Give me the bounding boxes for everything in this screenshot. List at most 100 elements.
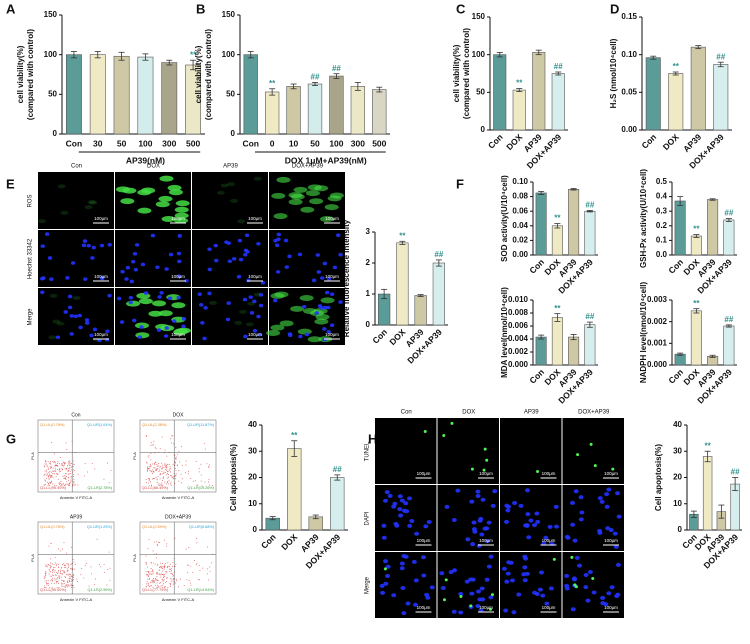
event-dot xyxy=(152,570,154,572)
cell xyxy=(532,523,538,528)
cell xyxy=(256,314,261,319)
cell xyxy=(464,579,470,584)
cell xyxy=(380,590,386,595)
y-tick-label: 0.006 xyxy=(508,321,529,330)
event-dot xyxy=(163,539,165,541)
cell xyxy=(421,555,427,560)
event-dot xyxy=(152,587,154,589)
micrograph xyxy=(437,418,499,484)
cell xyxy=(225,317,231,322)
cell xyxy=(470,542,476,547)
scale-bar-label: 100μm xyxy=(479,471,493,476)
y-tick-label: 0.008 xyxy=(508,308,529,317)
cell xyxy=(583,572,589,577)
column-label: DOX xyxy=(147,164,160,170)
quadrant-label: Q1-UL(0.59%) xyxy=(142,525,167,529)
cell xyxy=(302,304,307,309)
event-dot xyxy=(53,461,55,463)
cell xyxy=(579,510,585,515)
column-label: Con xyxy=(401,410,412,416)
cell xyxy=(597,496,603,501)
event-dot xyxy=(54,569,56,571)
event-dot xyxy=(202,567,204,569)
event-dot xyxy=(65,577,67,579)
cell xyxy=(485,458,489,462)
event-dot xyxy=(45,483,47,485)
event-dot xyxy=(109,579,111,581)
significance-marker: ## xyxy=(554,62,563,71)
event-dot xyxy=(108,482,110,484)
bar xyxy=(350,86,366,135)
event-dot xyxy=(166,581,168,583)
cell xyxy=(591,576,595,580)
event-dot xyxy=(57,465,59,467)
plot-frame xyxy=(139,521,217,595)
event-dot xyxy=(148,571,150,573)
cell xyxy=(423,524,429,529)
scale-bar-label: 100μm xyxy=(542,471,556,476)
cell xyxy=(391,593,397,598)
cell xyxy=(604,504,610,509)
cell xyxy=(207,267,212,272)
bar xyxy=(532,52,546,131)
event-dot xyxy=(69,466,71,468)
event-dot xyxy=(155,557,157,559)
quadrant-label: Q1-UL(0.78%) xyxy=(40,423,65,427)
quadrant-label: Q1-UR(1.04%) xyxy=(87,423,113,427)
y-tick-label: 0 xyxy=(253,525,258,534)
event-dot xyxy=(190,584,192,586)
bar xyxy=(414,295,427,326)
event-dot xyxy=(157,580,159,582)
event-dot xyxy=(49,483,51,485)
event-dot xyxy=(175,582,177,584)
event-dot xyxy=(157,563,159,565)
plot-title: Con xyxy=(71,412,80,418)
cell xyxy=(326,305,331,310)
plot-title: DOX+AP39 xyxy=(165,514,191,520)
event-dot xyxy=(57,469,59,471)
event-dot xyxy=(73,561,75,563)
event-dot xyxy=(66,475,68,477)
cell xyxy=(309,198,324,205)
event-dot xyxy=(160,576,162,578)
event-dot xyxy=(180,482,182,484)
y-tick-label: 0.002 xyxy=(508,347,529,356)
micrograph xyxy=(192,230,268,287)
event-dot xyxy=(63,475,65,477)
cell xyxy=(399,498,405,503)
event-dot xyxy=(59,575,61,577)
cell xyxy=(252,299,257,304)
event-dot xyxy=(60,572,62,574)
cell xyxy=(577,563,583,568)
event-dot xyxy=(192,571,194,573)
event-dot xyxy=(164,576,166,578)
event-dot xyxy=(70,462,72,464)
event-dot xyxy=(184,472,186,474)
event-dot xyxy=(150,481,152,483)
event-dot xyxy=(170,475,172,477)
cell xyxy=(124,277,129,281)
event-dot xyxy=(61,468,63,470)
cell xyxy=(237,238,243,243)
event-dot xyxy=(165,466,167,468)
event-dot xyxy=(52,577,54,579)
event-dot xyxy=(159,586,161,588)
event-dot xyxy=(69,573,71,575)
column-label: Con xyxy=(71,164,82,170)
event-dot xyxy=(171,581,173,583)
scale-bar-label: 100μm xyxy=(248,216,262,221)
cell xyxy=(172,319,177,323)
event-dot xyxy=(166,576,168,578)
event-dot xyxy=(45,565,47,567)
event-dot xyxy=(162,477,164,479)
event-dot xyxy=(208,481,210,483)
cell xyxy=(258,303,264,308)
event-dot xyxy=(54,484,56,486)
cell xyxy=(234,320,243,325)
event-dot xyxy=(204,481,206,483)
event-dot xyxy=(69,461,71,463)
cell xyxy=(197,292,202,296)
cell xyxy=(504,503,510,508)
event-dot xyxy=(64,586,66,588)
event-dot xyxy=(175,478,177,480)
